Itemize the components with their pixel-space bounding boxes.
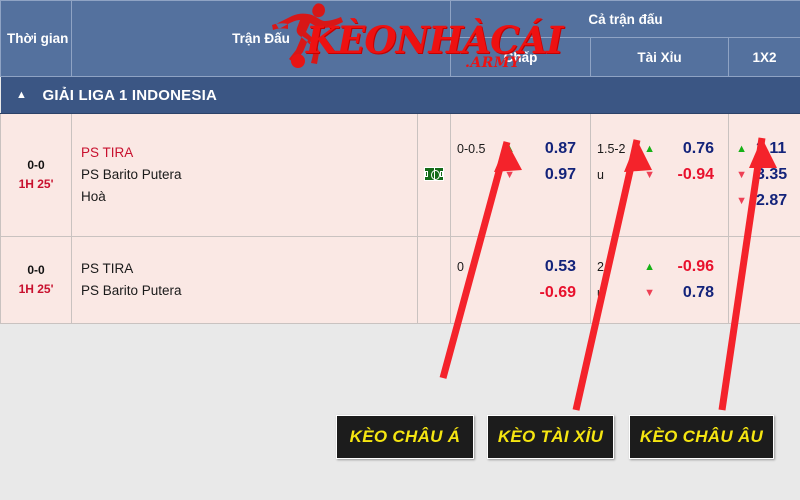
handicap-odd-top[interactable]: 0.53 (544, 258, 577, 275)
arrow-up-icon: ▲ (736, 142, 747, 155)
table-row[interactable]: 0-0 1H 25' PS TIRA PS Barito Putera Hoà … (0, 113, 800, 237)
ou-line-top: 2 (597, 260, 604, 274)
header-handicap[interactable]: Chấp (450, 37, 592, 77)
one-x-two-cell[interactable] (728, 236, 800, 324)
odd-2[interactable]: 2.87 (756, 192, 788, 209)
ou-line-bottom: u (597, 168, 604, 182)
ou-odd-top[interactable]: 0.76 (682, 140, 715, 157)
league-header-row[interactable]: ▲ GIẢI LIGA 1 INDONESIA (0, 76, 800, 114)
ou-line-bottom: u (597, 286, 604, 300)
odd-x[interactable]: 3.35 (756, 166, 788, 183)
one-x-two-cell[interactable]: ▲ 2.11 ▼ 3.35 ▼ 2.87 (728, 113, 800, 237)
handicap-odd-top[interactable]: 0.87 (544, 140, 577, 157)
header-time[interactable]: Thời gian (0, 0, 72, 77)
handicap-line-top: 0-0.5 (457, 142, 486, 156)
match-teams-cell: PS TIRA PS Barito Putera (71, 236, 418, 324)
match-minute: 1H 25' (18, 177, 54, 191)
match-score: 0-0 (27, 263, 45, 278)
header-full-match: Cả trận đấu (450, 0, 800, 38)
handicap-cell[interactable]: 0-0.5 ▲ 0.87 ▼ 0.97 (450, 113, 592, 237)
pitch-icon-cell (416, 236, 452, 324)
arrow-up-icon: ▲ (504, 142, 515, 155)
arrow-up-icon: ▲ (644, 260, 655, 273)
over-under-cell[interactable]: 2 ▲ -0.96 u ▼ 0.78 (590, 236, 730, 324)
callout-label-over-under: KÈO TÀI XỈU (487, 415, 614, 459)
football-pitch-icon[interactable] (424, 166, 444, 181)
arrow-down-icon: ▼ (736, 194, 747, 207)
arrow-down-icon: ▼ (736, 168, 747, 181)
table-row[interactable]: 0-0 1H 25' PS TIRA PS Barito Putera 0 0.… (0, 236, 800, 324)
arrow-down-icon: ▼ (644, 286, 655, 299)
header-1x2[interactable]: 1X2 (728, 37, 800, 77)
odd-1[interactable]: 2.11 (756, 140, 787, 157)
team-away[interactable]: PS Barito Putera (81, 283, 182, 298)
league-name: GIẢI LIGA 1 INDONESIA (42, 86, 217, 104)
ou-odd-top[interactable]: -0.96 (677, 258, 715, 275)
arrow-down-icon: ▼ (504, 168, 515, 181)
callout-label-european-odds: KÈO CHÂU ÂU (629, 415, 774, 459)
team-home[interactable]: PS TIRA (81, 261, 134, 277)
pitch-icon-cell[interactable] (416, 113, 452, 237)
league-header-cell[interactable]: ▲ GIẢI LIGA 1 INDONESIA (0, 76, 800, 114)
team-away[interactable]: PS Barito Putera (81, 167, 182, 183)
match-time-cell: 0-0 1H 25' (0, 113, 72, 237)
handicap-line-top: 0 (457, 260, 464, 274)
odds-table: Thời gian Trận Đấu Cả trận đấu Chấp Tài … (0, 0, 800, 324)
team-home[interactable]: PS TIRA (81, 145, 134, 161)
team-draw[interactable]: Hoà (81, 188, 106, 204)
handicap-odd-bottom[interactable]: -0.69 (539, 284, 577, 301)
match-time-cell: 0-0 1H 25' (0, 236, 72, 324)
table-header-sub-row: Chấp Tài Xỉu 1X2 (1, 37, 800, 77)
arrow-up-icon: ▲ (644, 142, 655, 155)
collapse-caret-icon[interactable]: ▲ (16, 89, 27, 101)
ou-odd-bottom[interactable]: -0.94 (677, 166, 715, 183)
table-header-top-row: Thời gian Trận Đấu Cả trận đấu (0, 0, 800, 77)
ou-odd-bottom[interactable]: 0.78 (682, 284, 715, 301)
match-score: 0-0 (27, 158, 45, 173)
arrow-down-icon: ▼ (644, 168, 655, 181)
header-over-under[interactable]: Tài Xỉu (590, 37, 730, 77)
callout-label-asian-handicap: KÈO CHÂU Á (336, 415, 474, 459)
handicap-odd-bottom[interactable]: 0.97 (544, 166, 577, 183)
handicap-cell[interactable]: 0 0.53 -0.69 (450, 236, 592, 324)
header-match[interactable]: Trận Đấu (70, 0, 452, 77)
ou-line-top: 1.5-2 (597, 142, 626, 156)
match-teams-cell: PS TIRA PS Barito Putera Hoà (71, 113, 418, 237)
over-under-cell[interactable]: 1.5-2 ▲ 0.76 u ▼ -0.94 (590, 113, 730, 237)
match-minute: 1H 25' (18, 282, 54, 296)
